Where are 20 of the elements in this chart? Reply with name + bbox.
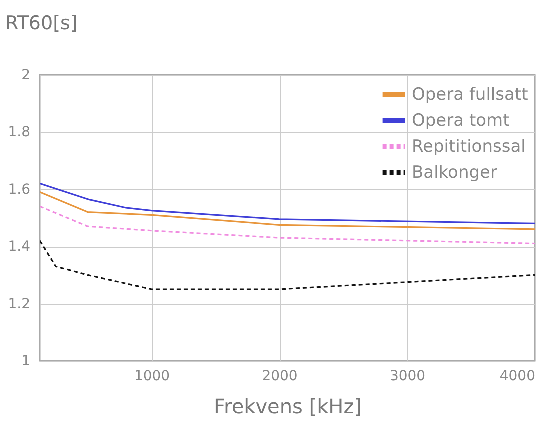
x-tick-label: 3000 — [390, 368, 426, 384]
line-series — [40, 182, 535, 225]
line-series — [40, 240, 535, 290]
x-tick-label: 1000 — [134, 368, 170, 384]
legend-label: Opera fullsatt — [412, 85, 529, 105]
y-tick-label: 1.4 — [8, 239, 31, 256]
legend-label: Repititionssal — [412, 137, 526, 157]
x-tick-label: 2000 — [262, 368, 298, 384]
line-series — [40, 206, 535, 245]
y-tick-label: 1.6 — [8, 182, 31, 198]
legend-label: Opera tomt — [412, 111, 510, 131]
line-series — [40, 191, 535, 230]
y-tick-label: 2 — [22, 68, 30, 84]
y-tick-label: 1.2 — [8, 296, 30, 312]
y-axis-title: RT60[s] — [6, 12, 78, 34]
x-tick-label: 4000 — [500, 368, 536, 384]
x-axis-title: Frekvens [kHz] — [214, 394, 362, 418]
legend-label: Balkonger — [412, 163, 498, 183]
y-tick-label: 1 — [22, 354, 30, 370]
y-tick-label: 1.8 — [8, 124, 30, 141]
